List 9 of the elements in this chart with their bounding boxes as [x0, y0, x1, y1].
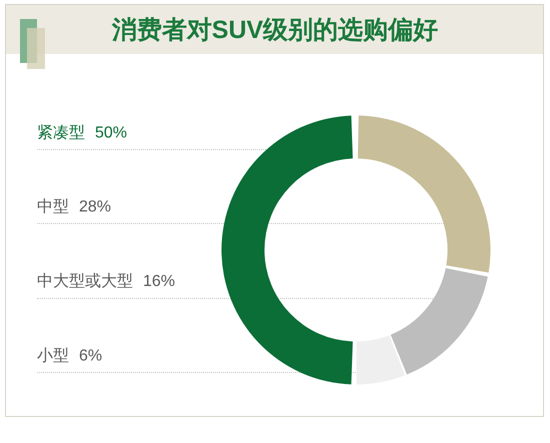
data-label: 16% [143, 273, 176, 290]
slice-label: 中大型或大型 [37, 272, 133, 290]
slice-label: 中型 [37, 198, 69, 216]
data-label: 28% [79, 198, 112, 216]
data-label: 50% [95, 124, 128, 142]
slice-label: 小型 [37, 346, 69, 364]
slice-label: 紧凑型 [37, 123, 85, 142]
data-label: 6% [79, 347, 102, 364]
chart-title: 消费者对SUV级别的选购偏好 [110, 15, 440, 46]
